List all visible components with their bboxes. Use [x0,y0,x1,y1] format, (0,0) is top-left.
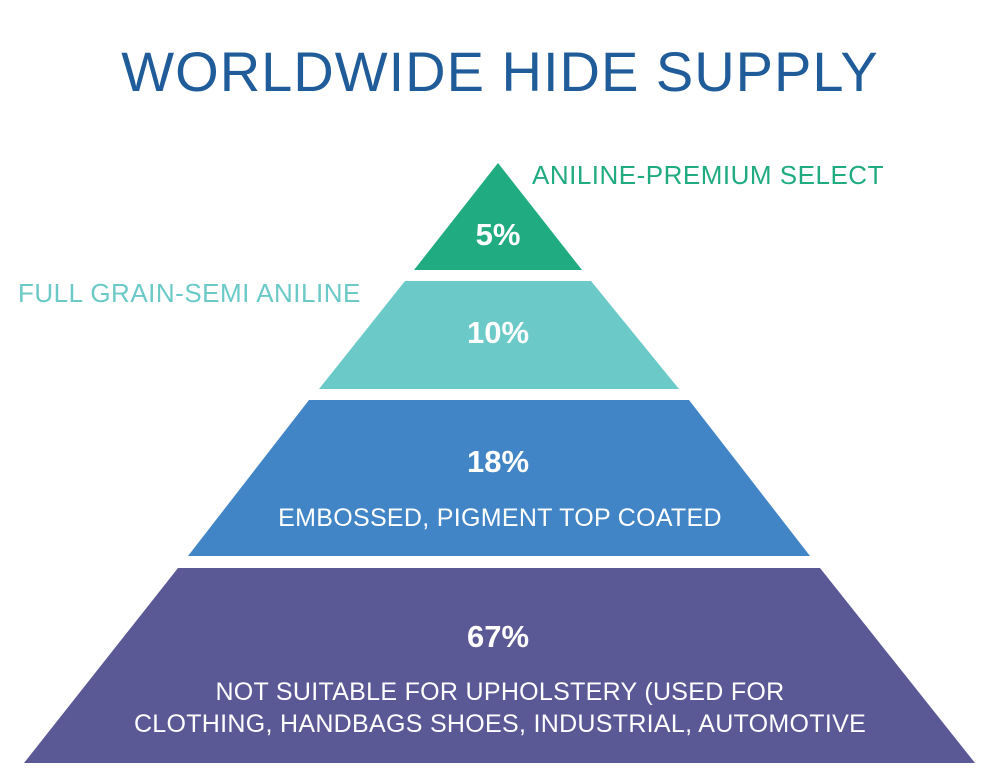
tier-3-shape [188,400,810,556]
tier-3-description: EMBOSSED, PIGMENT TOP COATED [278,504,722,532]
tier-1-label: ANILINE-PREMIUM SELECT [532,160,884,190]
tier-1-percent: 5% [475,217,521,252]
tier-4-description-line-2: CLOTHING, HANDBAGS SHOES, INDUSTRIAL, AU… [133,710,867,738]
tier-2-percent: 10% [466,315,530,350]
tier-4-shape [24,568,975,763]
tier-4-description-line-1: NOT SUITABLE FOR UPHOLSTERY (USED FOR [215,678,785,706]
tier-3-percent: 18% [466,444,530,479]
diagram-title: WORLDWIDE HIDE SUPPLY [121,40,879,103]
tier-2-shape [319,281,679,389]
tier-1-shape [414,163,582,270]
tier-2-label: FULL GRAIN-SEMI ANILINE [18,278,361,308]
tier-4-percent: 67% [466,619,530,654]
